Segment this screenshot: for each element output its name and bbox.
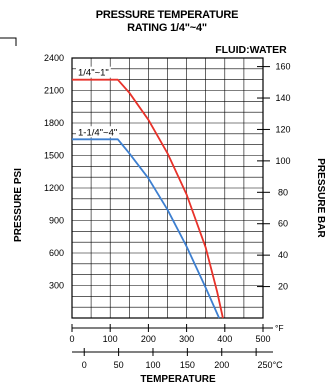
x2-axis-ticks: 0 50 100 150 200 250°C bbox=[72, 348, 283, 370]
y2-tick-label: 160 bbox=[275, 62, 290, 72]
y-tick-label: 2400 bbox=[44, 53, 64, 63]
x-tick-label: 400 bbox=[217, 334, 232, 344]
y2-axis-label: PRESSURE BAR bbox=[315, 158, 326, 238]
series-label-bg bbox=[76, 126, 120, 138]
corner-mark bbox=[0, 37, 17, 46]
x2-tick-label: 150 bbox=[180, 360, 195, 370]
y-axis-label: PRESSURE PSI bbox=[13, 168, 24, 242]
y2-axis-ticks: 20 40 60 80 100 120 140 160 bbox=[257, 62, 291, 292]
x2-tick-label: 100 bbox=[145, 360, 160, 370]
series-label-1: 1/4"~1" bbox=[78, 68, 109, 79]
x-axis-label: TEMPERATURE bbox=[140, 374, 216, 385]
x2-tick-label: 200 bbox=[214, 360, 229, 370]
x-tick-label: 300 bbox=[179, 334, 194, 344]
x-tick-label: 100 bbox=[103, 334, 118, 344]
y2-tick-label: 40 bbox=[278, 250, 288, 260]
y-tick-label: 1200 bbox=[44, 183, 64, 193]
y-tick-label: 900 bbox=[49, 216, 64, 226]
y-tick-label: 600 bbox=[49, 248, 64, 258]
y-tick-label: 1800 bbox=[44, 118, 64, 128]
y-tick-label: 2100 bbox=[44, 86, 64, 96]
x-tick-label: 200 bbox=[141, 334, 156, 344]
grid bbox=[72, 58, 263, 318]
y-tick-label: 1500 bbox=[44, 151, 64, 161]
y-tick-label: 300 bbox=[49, 281, 64, 291]
x-axis-ticks: 0 100 200 300 400 500 °F bbox=[69, 323, 283, 344]
chart-title: PRESSURE TEMPERATURE bbox=[95, 9, 239, 21]
x2-tick-label: 50 bbox=[114, 360, 124, 370]
y2-tick-label: 100 bbox=[275, 156, 290, 166]
series-line-1 bbox=[72, 78, 224, 319]
chart-subtitle: RATING 1/4"~4" bbox=[127, 22, 207, 34]
fluid-annotation: FLUID:WATER bbox=[215, 44, 287, 56]
x2-unit-label: 250°C bbox=[258, 360, 284, 370]
y2-tick-label: 140 bbox=[275, 93, 290, 103]
series-label-2: 1-1/4"~4" bbox=[78, 127, 117, 138]
y-axis-ticks: 300 600 900 1200 1500 1800 2100 2400 bbox=[44, 53, 64, 291]
y2-tick-label: 80 bbox=[278, 187, 288, 197]
series-label-bg bbox=[76, 66, 111, 78]
x2-tick-label: 0 bbox=[82, 360, 87, 370]
x-unit-label: °F bbox=[275, 323, 284, 333]
y2-tick-label: 120 bbox=[275, 124, 290, 134]
plot-frame bbox=[71, 57, 264, 319]
series-lines: 1/4"~1" 1-1/4"~4" bbox=[72, 66, 224, 319]
x-tick-label: 500 bbox=[255, 334, 270, 344]
x-tick-label: 0 bbox=[69, 334, 74, 344]
y2-tick-label: 60 bbox=[278, 219, 288, 229]
series-line-2 bbox=[72, 138, 220, 319]
y2-tick-label: 20 bbox=[278, 282, 288, 292]
